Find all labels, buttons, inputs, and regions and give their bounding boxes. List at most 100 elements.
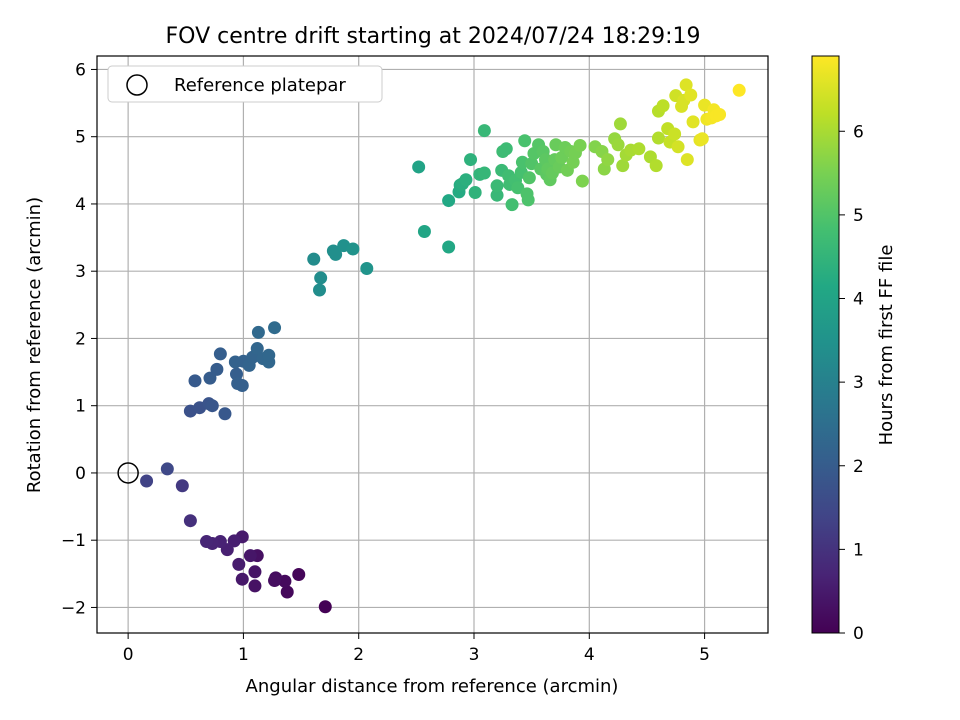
data-point <box>490 188 504 202</box>
data-point <box>713 108 727 122</box>
colorbar-tick-label: 6 <box>853 122 864 142</box>
data-point <box>522 171 536 185</box>
data-point <box>732 83 746 97</box>
data-point <box>680 153 694 167</box>
data-point <box>490 179 504 193</box>
data-point <box>575 174 589 188</box>
data-point <box>616 159 630 173</box>
data-point <box>203 371 217 385</box>
y-tick-label: 3 <box>75 262 86 282</box>
data-point <box>505 198 519 212</box>
data-point <box>230 367 244 381</box>
data-point <box>417 225 431 239</box>
data-point <box>695 132 709 146</box>
data-point <box>518 134 532 148</box>
colorbar-label: Hours from first FF file <box>876 245 897 446</box>
data-point <box>183 514 197 528</box>
legend: Reference platepar <box>107 65 383 103</box>
data-point <box>292 567 306 581</box>
data-point <box>651 131 665 145</box>
y-tick-label: 1 <box>75 397 86 417</box>
data-point <box>248 579 262 593</box>
legend-marker-icon <box>126 74 148 96</box>
plot-frame <box>96 55 769 634</box>
y-tick-label: 2 <box>75 329 86 349</box>
data-point <box>656 99 670 113</box>
data-point <box>573 138 587 152</box>
data-point <box>250 342 264 356</box>
data-point <box>459 173 473 187</box>
colorbar-tick-label: 4 <box>853 290 864 310</box>
data-point <box>307 252 321 266</box>
data-point <box>188 374 202 388</box>
data-point <box>442 240 456 254</box>
colorbar-tick-label: 0 <box>853 624 864 644</box>
data-point <box>684 88 698 102</box>
data-point <box>227 534 241 548</box>
data-point <box>360 262 374 276</box>
x-axis-ticks: 0 1 2 3 4 5 <box>123 633 710 665</box>
chart-title: FOV centre drift starting at 2024/07/24 … <box>166 24 701 49</box>
data-point <box>243 549 257 563</box>
data-point <box>140 474 154 488</box>
y-tick-label: 6 <box>75 60 86 80</box>
legend-box <box>107 65 383 103</box>
data-point <box>318 600 332 614</box>
data-point <box>499 142 513 156</box>
data-point <box>268 574 282 588</box>
colorbar-ticks: 0 1 2 3 4 5 6 <box>839 122 864 644</box>
data-point <box>412 160 426 174</box>
data-point <box>235 572 249 586</box>
y-tick-label: −2 <box>61 598 86 618</box>
data-point <box>213 347 227 361</box>
data-point <box>251 325 265 339</box>
data-point <box>521 193 535 207</box>
x-tick-label: 0 <box>123 645 134 665</box>
data-point <box>262 348 276 362</box>
data-point <box>477 166 491 180</box>
data-point <box>268 321 282 335</box>
colorbar: 0 1 2 3 4 5 6 Hours from first FF file <box>811 55 897 644</box>
data-point <box>329 247 343 261</box>
data-point <box>235 379 249 393</box>
data-point <box>232 557 246 571</box>
legend-label: Reference platepar <box>174 75 346 96</box>
scatter-points <box>140 78 746 614</box>
y-axis-label: Rotation from reference (arcmin) <box>24 197 45 493</box>
data-point <box>613 117 627 131</box>
data-point <box>160 462 174 476</box>
data-point <box>218 407 232 421</box>
y-tick-label: −1 <box>61 531 86 551</box>
data-point <box>280 585 294 599</box>
data-point <box>555 151 569 165</box>
data-point <box>248 565 262 579</box>
y-axis-ticks: −2 −1 0 1 2 3 4 5 6 <box>61 60 97 618</box>
data-point <box>468 186 482 200</box>
data-point <box>511 181 525 195</box>
data-point <box>671 140 685 154</box>
data-point <box>611 138 625 152</box>
data-point <box>314 271 328 285</box>
x-tick-label: 3 <box>469 645 480 665</box>
y-tick-label: 4 <box>75 195 86 215</box>
y-tick-label: 5 <box>75 128 86 148</box>
x-axis-label: Angular distance from reference (arcmin) <box>246 676 619 697</box>
x-tick-label: 1 <box>238 645 249 665</box>
data-point <box>205 399 219 413</box>
data-point <box>464 153 478 167</box>
data-point <box>632 142 646 156</box>
data-point <box>601 153 615 167</box>
x-tick-label: 5 <box>699 645 710 665</box>
data-point <box>649 159 663 173</box>
data-point <box>313 283 327 297</box>
data-point <box>346 242 360 256</box>
x-tick-label: 4 <box>584 645 595 665</box>
data-point <box>175 479 189 493</box>
colorbar-gradient <box>811 55 840 634</box>
data-point <box>477 124 491 138</box>
colorbar-tick-label: 3 <box>853 373 864 393</box>
x-tick-label: 2 <box>353 645 364 665</box>
y-tick-label: 0 <box>75 464 86 484</box>
data-point <box>668 127 682 141</box>
